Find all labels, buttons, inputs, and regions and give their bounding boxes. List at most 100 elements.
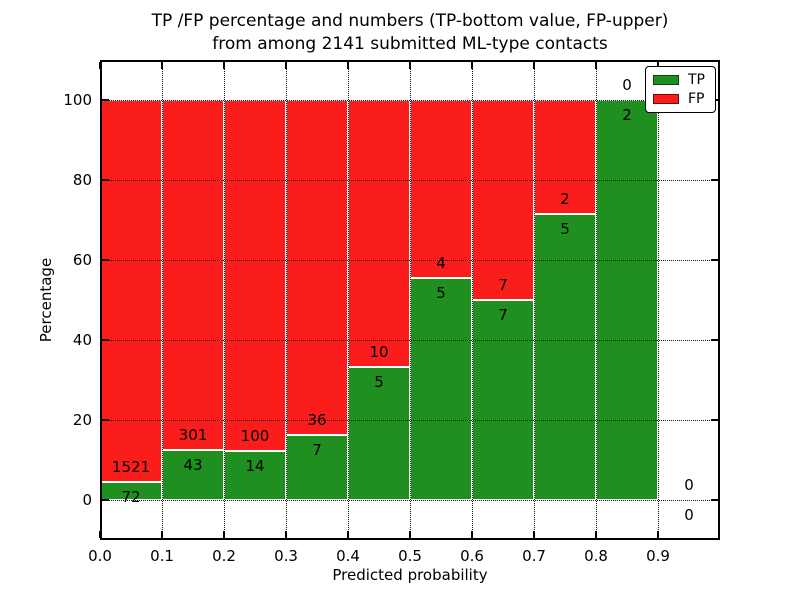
x-tick <box>223 531 225 538</box>
x-tick <box>471 62 473 69</box>
fp-swatch-icon <box>653 93 679 104</box>
y-tick <box>102 339 109 341</box>
bar-segment-fp <box>286 100 348 435</box>
x-tick <box>347 531 349 538</box>
legend-row-tp: TP <box>646 73 715 87</box>
y-tick <box>102 99 109 101</box>
bar-label-fp: 4 <box>436 253 446 272</box>
bar-label-tp: 5 <box>560 220 570 239</box>
chart-title: TP /FP percentage and numbers (TP-bottom… <box>90 10 730 56</box>
bar-segment-fp <box>348 100 410 367</box>
x-tick <box>409 62 411 69</box>
x-tick <box>347 62 349 69</box>
chart-title-line1: TP /FP percentage and numbers (TP-bottom… <box>151 11 669 31</box>
y-tick <box>102 259 109 261</box>
y-tick-label: 60 <box>72 251 92 269</box>
x-tick <box>285 531 287 538</box>
bar-label-tp: 7 <box>312 440 322 459</box>
x-tick <box>161 62 163 69</box>
bar-label-fp: 7 <box>498 276 508 294</box>
bar-segment-fp <box>100 100 162 482</box>
x-gridline <box>472 60 473 540</box>
bar-label-tp: 72 <box>121 487 141 506</box>
bar-label-tp: 2 <box>622 106 632 124</box>
bar-segment-tp <box>596 100 658 500</box>
bar-segment-fp <box>224 100 286 451</box>
bar-label-fp: 10 <box>369 342 389 361</box>
y-tick-label: 20 <box>72 411 92 429</box>
bar-segment-tp <box>410 277 472 500</box>
bar-label-fp: 100 <box>240 426 270 445</box>
bar-segment-tp <box>534 214 596 500</box>
y-tick <box>102 419 109 421</box>
x-gridline <box>534 60 535 540</box>
legend-label-tp: TP <box>688 72 705 89</box>
legend-row-fp: FP <box>646 92 715 106</box>
bar-segment-fp <box>410 100 472 278</box>
x-gridline <box>224 60 225 540</box>
x-tick-label: 0.0 <box>88 547 112 565</box>
bar-segment-tp <box>162 450 224 500</box>
bar-label-tp: 43 <box>183 456 203 474</box>
bar-label-tp: 0 <box>684 506 694 524</box>
x-tick <box>409 531 411 538</box>
y-tick-label: 80 <box>72 171 92 189</box>
bar-label-fp: 301 <box>178 426 208 444</box>
bar-label-fp: 1521 <box>111 457 151 476</box>
x-gridline <box>410 60 411 540</box>
bar-segment-fp <box>472 100 534 300</box>
x-tick <box>595 531 597 538</box>
bar-segment-fp <box>162 100 224 450</box>
x-tick-label: 0.5 <box>398 547 422 565</box>
y-tick <box>102 499 109 501</box>
x-tick-label: 0.4 <box>336 547 360 565</box>
bar-label-tp: 14 <box>245 456 265 475</box>
bar-label-fp: 0 <box>622 76 632 94</box>
bar-segment-tp <box>224 450 286 500</box>
legend: TP FP <box>645 66 716 113</box>
y-tick-label: 0 <box>82 491 92 509</box>
y-axis-label: Percentage <box>37 257 55 343</box>
y-tick <box>102 179 109 181</box>
x-tick-label: 0.9 <box>646 547 670 565</box>
x-tick <box>223 62 225 69</box>
legend-label-fp: FP <box>688 90 705 107</box>
bar-segment-tp <box>472 300 534 500</box>
x-tick <box>99 531 101 538</box>
x-tick <box>657 62 659 69</box>
x-gridline <box>596 60 597 540</box>
y-tick <box>711 419 718 421</box>
x-tick-label: 0.1 <box>150 547 174 565</box>
x-tick <box>471 531 473 538</box>
x-gridline <box>162 60 163 540</box>
x-gridline <box>286 60 287 540</box>
x-tick <box>533 62 535 69</box>
bar-label-fp: 36 <box>307 410 327 429</box>
bar-label-fp: 0 <box>684 476 694 494</box>
bar-label-tp: 5 <box>436 283 446 302</box>
x-tick-label: 0.2 <box>212 547 236 565</box>
y-tick-label: 40 <box>72 331 92 349</box>
bar-label-tp: 7 <box>498 306 508 324</box>
x-tick-label: 0.7 <box>522 547 546 565</box>
x-tick-label: 0.8 <box>584 547 608 565</box>
y-tick <box>711 499 718 501</box>
plot-area: 1521 72 301 43 100 14 36 7 10 5 4 5 7 7 2 5 0 2 0 0 <box>100 60 720 540</box>
x-tick <box>285 62 287 69</box>
bar-label-fp: 2 <box>560 190 570 209</box>
y-tick <box>711 259 718 261</box>
bar-segment-tp <box>286 434 348 500</box>
x-tick <box>657 531 659 538</box>
x-tick <box>161 531 163 538</box>
x-gridline <box>658 60 659 540</box>
x-tick <box>533 531 535 538</box>
y-tick-label: 100 <box>63 91 92 109</box>
x-tick-label: 0.6 <box>460 547 484 565</box>
bar-label-tp: 5 <box>374 372 384 391</box>
x-gridline <box>348 60 349 540</box>
x-tick-label: 0.3 <box>274 547 298 565</box>
y-tick <box>711 339 718 341</box>
chart-title-line2: from among 2141 submitted ML-type contac… <box>212 34 608 54</box>
y-tick <box>711 179 718 181</box>
x-tick <box>595 62 597 69</box>
